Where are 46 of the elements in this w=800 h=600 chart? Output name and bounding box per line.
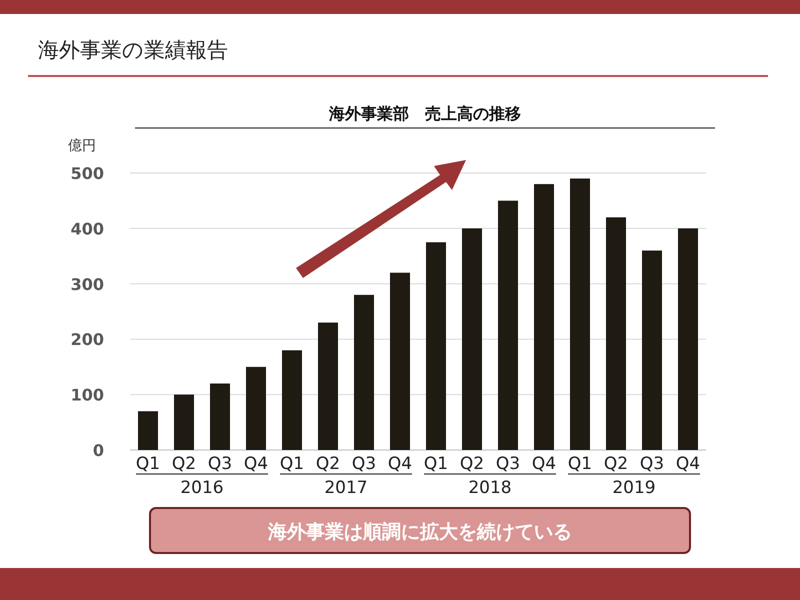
bar — [246, 366, 266, 450]
x-tick-label: Q1 — [136, 454, 160, 474]
x-tick-label: Q3 — [496, 454, 520, 474]
y-tick-label: 300 — [70, 274, 104, 294]
bar — [210, 384, 230, 450]
bar — [174, 394, 194, 450]
bar — [498, 200, 518, 450]
x-tick-label: Q1 — [280, 454, 304, 474]
text: 2016 — [180, 478, 224, 498]
bar — [462, 228, 482, 450]
x-tick-label: Q2 — [604, 454, 628, 474]
bar — [534, 184, 554, 450]
x-tick-label: Q4 — [532, 454, 556, 474]
y-tick-label: 100 — [70, 386, 104, 405]
y-tick-label: 0 — [92, 441, 104, 460]
bar — [678, 228, 698, 450]
y-tick-label: 200 — [70, 330, 104, 350]
x-tick-label: Q2 — [172, 454, 196, 474]
x-tick-label: Q3 — [208, 454, 232, 474]
x-tick-label: Q4 — [244, 454, 268, 474]
bar — [426, 242, 446, 450]
bar — [606, 217, 626, 450]
bar — [318, 322, 338, 450]
bar — [570, 178, 590, 450]
text: 海外事業の業績報告 — [38, 38, 228, 62]
y-tick-label: 500 — [70, 164, 104, 183]
x-tick-label: Q3 — [352, 454, 376, 474]
text: 2019 — [612, 478, 656, 498]
bar — [390, 272, 410, 450]
y-axis-title: 億円 — [68, 138, 96, 154]
x-tick-label: Q3 — [640, 454, 664, 474]
x-tick-label: Q1 — [568, 454, 592, 474]
bar — [282, 350, 302, 450]
x-tick-label: Q4 — [676, 454, 700, 474]
x-tick-label: Q2 — [316, 454, 340, 474]
text: 2018 — [468, 478, 512, 498]
chart-title: 海外事業部 売上高の推移 — [328, 104, 521, 123]
text: 海外事業は順調に拡大を続けている — [267, 521, 572, 543]
text: 2017 — [324, 478, 368, 498]
x-tick-label: Q4 — [388, 454, 412, 474]
bar — [138, 411, 158, 450]
bar — [354, 294, 374, 450]
y-tick-label: 400 — [70, 219, 104, 238]
bar — [642, 250, 662, 450]
x-tick-label: Q2 — [460, 454, 484, 474]
x-tick-label: Q1 — [424, 454, 448, 474]
